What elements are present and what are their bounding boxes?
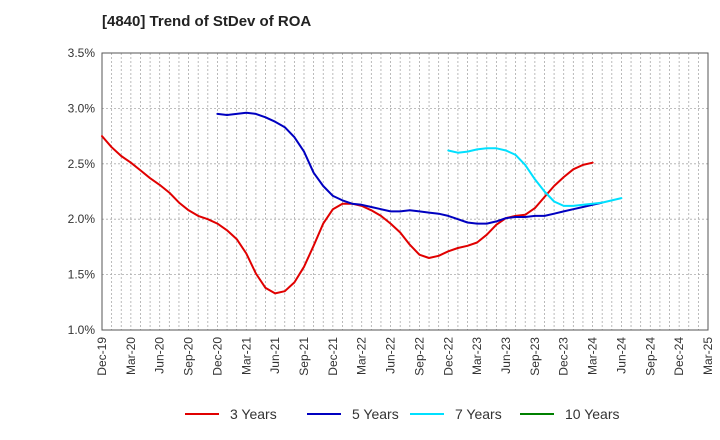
x-tick-label: Dec-19 — [95, 337, 109, 376]
legend-label: 5 Years — [352, 406, 399, 422]
legend-item: 7 Years — [410, 402, 502, 426]
x-tick-label: Mar-25 — [701, 337, 715, 375]
x-tick-label: Sep-22 — [412, 337, 426, 376]
legend-swatch — [520, 413, 554, 415]
legend-item: 3 Years — [185, 402, 277, 426]
x-tick-label: Sep-21 — [297, 337, 311, 376]
x-tick-label: Jun-24 — [614, 337, 628, 374]
legend-label: 3 Years — [230, 406, 277, 422]
y-tick-label: 3.5% — [68, 46, 96, 60]
x-tick-label: Sep-24 — [643, 337, 657, 376]
series-line-2 — [216, 111, 604, 225]
legend-label: 7 Years — [455, 406, 502, 422]
y-tick-label: 2.5% — [68, 157, 96, 171]
chart-title: [4840] Trend of StDev of ROA — [102, 13, 312, 30]
y-tick-label: 1.0% — [68, 323, 96, 337]
x-tick-label: Jun-22 — [384, 337, 398, 374]
x-tick-label: Jun-20 — [153, 337, 167, 374]
plot-frame — [101, 52, 709, 331]
x-tick-label: Mar-21 — [239, 337, 253, 375]
legend-swatch — [307, 413, 341, 415]
x-tick-label: Dec-20 — [210, 337, 224, 376]
x-tick-label: Mar-20 — [124, 337, 138, 375]
x-tick-label: Dec-22 — [441, 337, 455, 376]
x-tick-label: Dec-24 — [672, 337, 686, 376]
x-tick-label: Sep-20 — [182, 337, 196, 376]
x-tick-label: Dec-23 — [557, 337, 571, 376]
x-tick-label: Jun-21 — [268, 337, 282, 374]
legend-item: 10 Years — [520, 402, 620, 426]
grid — [102, 53, 708, 330]
legend: 3 Years 5 Years 7 Years 10 Years — [0, 402, 720, 426]
legend-label: 10 Years — [565, 406, 620, 422]
legend-swatch — [185, 413, 219, 415]
x-tick-label: Mar-22 — [355, 337, 369, 375]
x-tick-label: Mar-23 — [470, 337, 484, 375]
series-lines — [101, 111, 623, 295]
y-tick-label: 1.5% — [68, 268, 96, 282]
y-tick-label: 3.0% — [68, 101, 96, 115]
legend-item: 5 Years — [307, 402, 399, 426]
series-line-3 — [447, 147, 623, 207]
x-tick-label: Jun-23 — [499, 337, 513, 374]
x-tick-label: Mar-24 — [586, 337, 600, 375]
x-tick-label: Dec-21 — [326, 337, 340, 376]
legend-swatch — [410, 413, 444, 415]
x-tick-label: Sep-23 — [528, 337, 542, 376]
axis-ticks: 1.0% 1.5% 2.0% 2.5% 3.0% 3.5% Dec-19 Mar-20 Jun-… — [68, 46, 715, 376]
y-tick-label: 2.0% — [68, 212, 96, 226]
